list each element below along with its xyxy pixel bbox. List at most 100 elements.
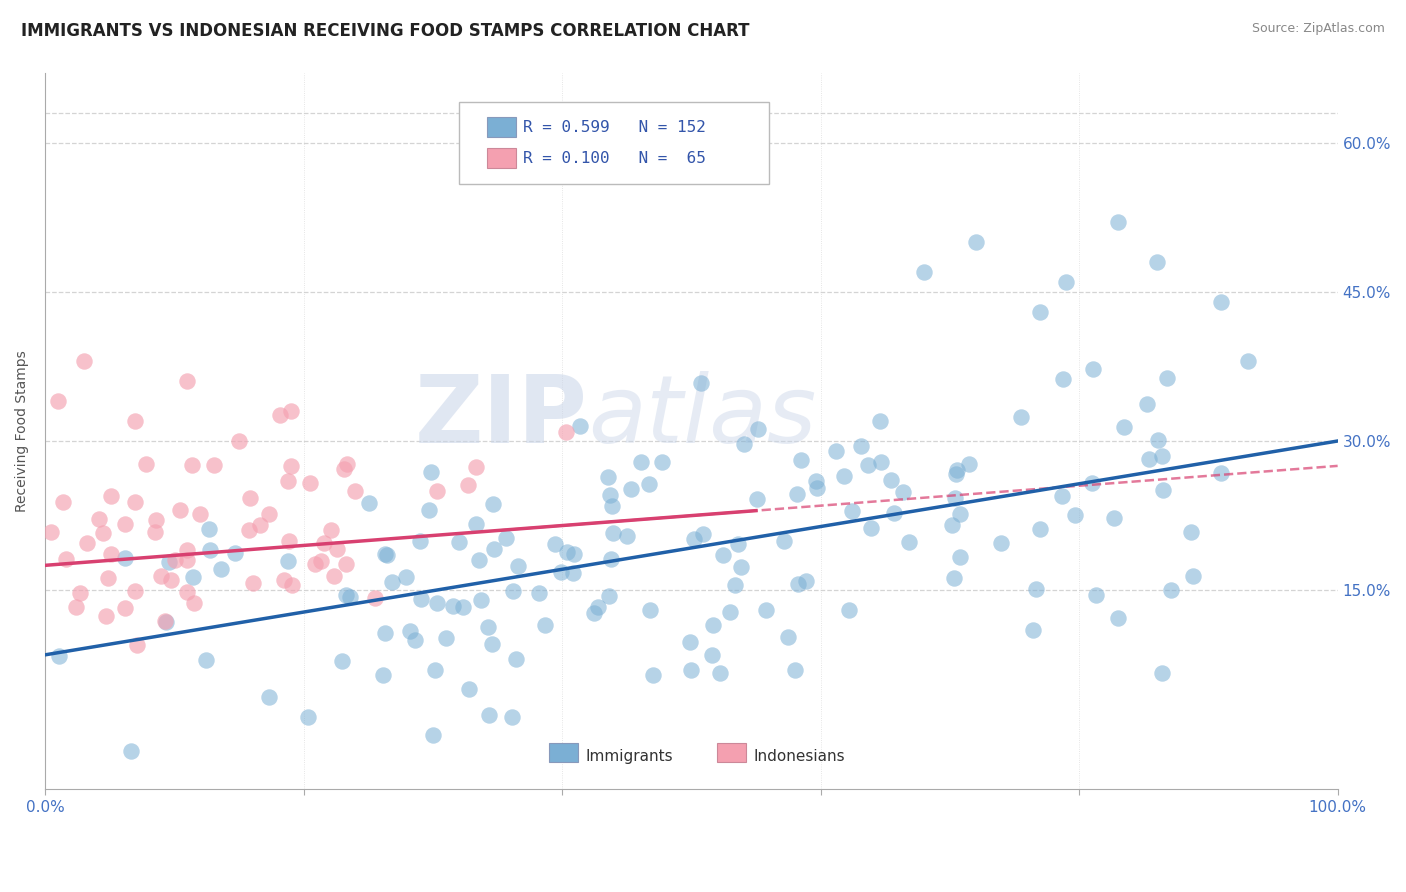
Point (326, 542, 349, 557)
Text: IMMIGRANTS VS INDONESIAN RECEIVING FOOD STAMPS CORRELATION CHART: IMMIGRANTS VS INDONESIAN RECEIVING FOOD … (21, 22, 749, 40)
Point (1136, 397, 1159, 411)
Point (477, 620, 499, 634)
Point (155, 614, 177, 628)
Point (100, 548, 122, 562)
Point (457, 478, 479, 492)
Point (373, 668, 395, 682)
Point (880, 474, 903, 488)
Point (602, 526, 624, 541)
Point (883, 506, 905, 520)
Point (257, 507, 280, 521)
Point (838, 602, 860, 616)
Point (238, 524, 260, 538)
Point (447, 535, 470, 549)
Point (124, 414, 146, 428)
Point (335, 588, 357, 602)
Point (281, 578, 304, 592)
Point (153, 831, 176, 846)
Point (157, 555, 180, 569)
Point (91, 525, 114, 540)
Point (733, 437, 755, 451)
Point (949, 549, 972, 564)
Point (755, 602, 778, 616)
Point (942, 571, 965, 585)
Point (891, 484, 914, 499)
Point (1054, 275, 1077, 289)
Point (202, 458, 225, 473)
Point (209, 562, 232, 576)
Point (620, 482, 643, 496)
Point (124, 584, 146, 599)
Point (404, 632, 426, 647)
Point (1211, 467, 1233, 481)
Point (478, 708, 501, 723)
Point (596, 469, 619, 483)
Point (330, 655, 353, 669)
Bar (486, 118, 516, 137)
Point (804, 474, 827, 488)
Point (269, 408, 291, 422)
Point (470, 593, 492, 607)
Point (1102, 511, 1125, 525)
Point (869, 455, 891, 469)
Point (375, 548, 398, 562)
Point (298, 475, 321, 490)
Point (897, 535, 920, 549)
Point (304, 557, 326, 571)
Point (718, 605, 741, 619)
Point (747, 422, 769, 436)
Point (96, 609, 118, 624)
Point (239, 491, 262, 505)
Point (76, 536, 98, 550)
Point (399, 624, 422, 639)
Point (730, 560, 752, 574)
Point (183, 597, 205, 611)
Point (727, 537, 749, 551)
Point (381, 574, 404, 589)
Point (155, 615, 177, 629)
Point (150, 569, 173, 583)
Point (224, 546, 246, 560)
Point (1022, 623, 1045, 637)
Point (48, 648, 70, 663)
Point (114, 551, 136, 566)
Text: atlas: atlas (588, 371, 815, 462)
Text: R = 0.599   N = 152: R = 0.599 N = 152 (523, 120, 706, 135)
Point (550, 566, 572, 580)
Y-axis label: Receiving Food Stamps: Receiving Food Stamps (15, 351, 30, 512)
Point (690, 376, 713, 390)
Point (87, 512, 110, 526)
Point (806, 481, 828, 495)
Point (1107, 611, 1129, 625)
Point (562, 547, 585, 561)
Point (1081, 361, 1104, 376)
Point (363, 591, 385, 605)
Point (280, 458, 302, 473)
Point (1052, 372, 1074, 386)
Point (1029, 304, 1052, 318)
Point (745, 491, 768, 506)
Point (482, 497, 505, 511)
Point (527, 586, 550, 600)
Point (357, 495, 380, 509)
Point (278, 533, 301, 548)
Point (145, 524, 167, 539)
Point (1152, 483, 1174, 498)
Point (783, 663, 806, 677)
Point (228, 434, 250, 448)
Point (505, 651, 527, 665)
Point (335, 557, 357, 571)
Point (176, 553, 198, 567)
Bar (717, 743, 745, 762)
Point (859, 521, 882, 535)
Point (468, 553, 491, 567)
Point (194, 653, 217, 667)
Point (1156, 371, 1178, 385)
Point (869, 414, 891, 428)
Point (114, 516, 136, 531)
Point (679, 635, 702, 649)
Point (598, 589, 620, 603)
Point (465, 517, 488, 532)
Point (1028, 522, 1050, 536)
Point (501, 709, 523, 723)
